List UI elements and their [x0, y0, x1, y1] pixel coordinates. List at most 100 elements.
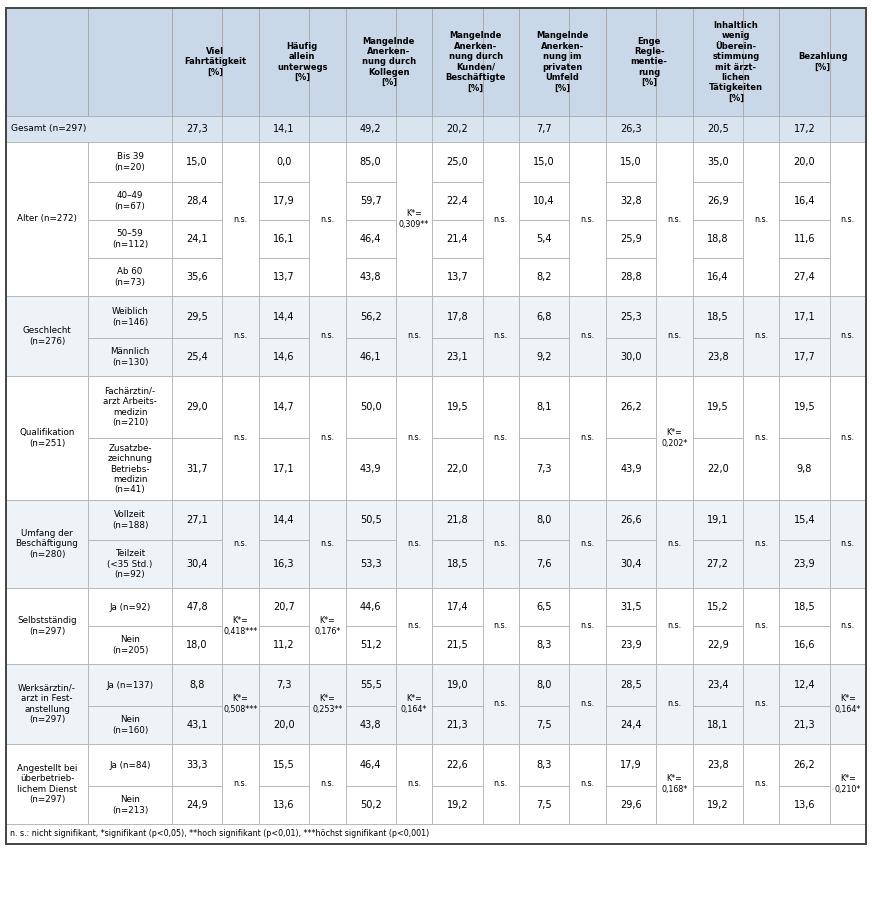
Bar — [519, 706, 569, 744]
Bar — [780, 116, 829, 142]
Bar — [433, 744, 482, 786]
Bar — [780, 438, 829, 500]
Bar — [433, 786, 482, 824]
Text: n.s.: n.s. — [754, 621, 768, 630]
Text: 15,0: 15,0 — [187, 157, 208, 167]
Bar — [345, 706, 396, 744]
Bar — [309, 8, 345, 116]
Bar — [172, 220, 222, 258]
Text: 19,5: 19,5 — [707, 402, 728, 412]
Bar — [692, 438, 743, 500]
Text: 20,0: 20,0 — [794, 157, 815, 167]
Bar — [780, 296, 829, 338]
Bar — [345, 664, 396, 706]
Text: 13,7: 13,7 — [273, 272, 295, 282]
Bar — [88, 706, 172, 744]
Bar — [345, 786, 396, 824]
Text: 13,6: 13,6 — [794, 800, 815, 810]
Text: 20,0: 20,0 — [273, 720, 295, 730]
Bar — [829, 8, 866, 116]
Bar — [656, 116, 692, 142]
Text: Männlich
(n=130): Männlich (n=130) — [111, 347, 150, 367]
Text: 85,0: 85,0 — [360, 157, 381, 167]
Bar — [396, 296, 433, 376]
Bar — [172, 258, 222, 296]
Text: 27,4: 27,4 — [794, 272, 815, 282]
Text: Selbstständig
(n=297): Selbstständig (n=297) — [17, 617, 77, 636]
Bar — [519, 540, 569, 588]
Bar — [829, 744, 866, 824]
Bar — [309, 296, 345, 376]
Bar — [222, 588, 259, 664]
Text: 29,6: 29,6 — [620, 800, 642, 810]
Bar — [780, 258, 829, 296]
Text: 26,2: 26,2 — [620, 402, 642, 412]
Bar — [345, 500, 396, 540]
Bar — [222, 116, 259, 142]
Text: Qualifikation
(n=251): Qualifikation (n=251) — [19, 429, 75, 448]
Bar — [259, 438, 309, 500]
Text: 29,0: 29,0 — [187, 402, 208, 412]
Text: n.s.: n.s. — [841, 433, 855, 442]
Text: 24,9: 24,9 — [187, 800, 208, 810]
Bar — [433, 500, 482, 540]
Bar — [88, 540, 172, 588]
Bar — [743, 376, 780, 500]
Bar — [780, 142, 829, 182]
Bar — [743, 142, 780, 296]
Text: 51,2: 51,2 — [360, 640, 382, 650]
Text: 16,6: 16,6 — [794, 640, 815, 650]
Bar — [692, 142, 743, 182]
Text: 8,3: 8,3 — [536, 760, 552, 770]
Text: n.s.: n.s. — [581, 433, 595, 442]
Text: 13,7: 13,7 — [446, 272, 468, 282]
Bar — [309, 116, 345, 142]
Bar — [519, 626, 569, 664]
Bar — [569, 500, 606, 588]
Text: Viel
Fahrtätigkeit
[%]: Viel Fahrtätigkeit [%] — [184, 47, 247, 77]
Text: Zusatzbe-
zeichnung
Betriebs-
medizin
(n=41): Zusatzbe- zeichnung Betriebs- medizin (n… — [107, 444, 153, 494]
Text: 26,3: 26,3 — [620, 124, 642, 134]
Text: n.s.: n.s. — [320, 433, 334, 442]
Text: 30,0: 30,0 — [620, 352, 642, 362]
Text: 20,5: 20,5 — [707, 124, 728, 134]
Text: K*=
0,210*: K*= 0,210* — [835, 775, 861, 794]
Bar — [692, 116, 743, 142]
Bar — [6, 664, 88, 744]
Bar — [222, 744, 259, 824]
Text: 24,1: 24,1 — [187, 234, 208, 244]
Bar — [656, 500, 692, 588]
Bar — [88, 438, 172, 500]
Bar — [519, 438, 569, 500]
Text: 19,5: 19,5 — [794, 402, 815, 412]
Text: 18,8: 18,8 — [707, 234, 728, 244]
Bar — [259, 500, 309, 540]
Text: n.s.: n.s. — [841, 621, 855, 630]
Text: 25,0: 25,0 — [446, 157, 468, 167]
Text: 12,4: 12,4 — [794, 680, 815, 690]
Text: 28,5: 28,5 — [620, 680, 642, 690]
Text: 35,6: 35,6 — [187, 272, 208, 282]
Text: n.s.: n.s. — [407, 433, 421, 442]
Text: Mangelnde
Anerken-
nung durch
Kunden/
Beschäftigte
[%]: Mangelnde Anerken- nung durch Kunden/ Be… — [446, 32, 506, 93]
Text: n.s.: n.s. — [494, 699, 508, 708]
Text: 15,0: 15,0 — [534, 157, 555, 167]
Text: Fachärztin/-
arzt Arbeits-
medizin
(n=210): Fachärztin/- arzt Arbeits- medizin (n=21… — [103, 387, 157, 427]
Bar — [345, 258, 396, 296]
Bar — [396, 500, 433, 588]
Text: 31,7: 31,7 — [187, 464, 208, 474]
Bar — [345, 116, 396, 142]
Text: n.s.: n.s. — [581, 621, 595, 630]
Text: 22,4: 22,4 — [446, 196, 468, 206]
Bar — [6, 116, 172, 142]
Bar — [222, 296, 259, 376]
Text: 17,9: 17,9 — [620, 760, 642, 770]
Bar — [172, 376, 222, 438]
Bar — [829, 664, 866, 744]
Bar — [309, 376, 345, 500]
Bar — [780, 706, 829, 744]
Bar — [606, 338, 656, 376]
Text: 27,3: 27,3 — [187, 124, 208, 134]
Bar — [780, 338, 829, 376]
Text: n.s.: n.s. — [581, 331, 595, 340]
